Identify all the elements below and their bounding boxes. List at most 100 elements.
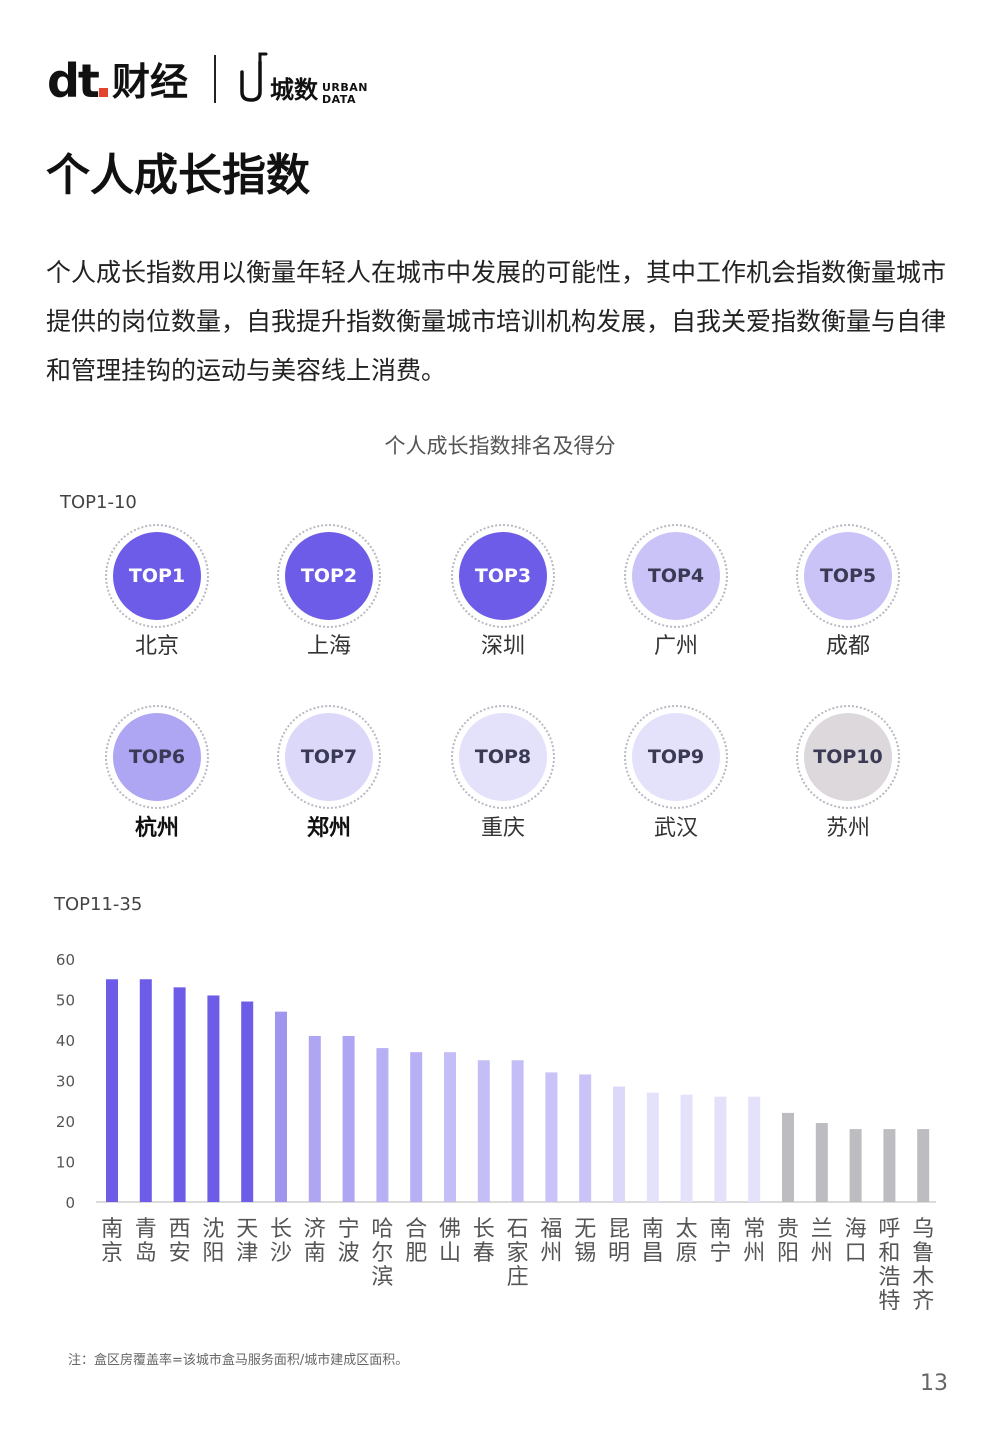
x-tick-label: 长春 bbox=[473, 1217, 495, 1266]
x-tick-label: 哈尔滨 bbox=[371, 1217, 393, 1290]
header-divider bbox=[214, 55, 216, 103]
rank-circle-9: TOP9 bbox=[624, 705, 728, 809]
rank-city-label: 深圳 bbox=[480, 634, 525, 659]
x-tick-label: 呼和浩特 bbox=[878, 1217, 900, 1314]
rank-city-label: 北京 bbox=[134, 634, 179, 659]
rank-city-label: 苏州 bbox=[825, 816, 870, 841]
bar-兰州 bbox=[815, 1123, 828, 1202]
y-tick-label: 60 bbox=[56, 951, 75, 969]
data-text: DATA bbox=[322, 93, 356, 106]
y-tick-label: 20 bbox=[56, 1113, 75, 1131]
x-tick-label: 青岛 bbox=[135, 1217, 157, 1266]
urban-text: URBAN bbox=[322, 81, 369, 94]
rank-circle-5: TOP5 bbox=[796, 524, 900, 628]
x-tick-label: 西安 bbox=[169, 1217, 191, 1266]
rank-badge-label: TOP9 bbox=[632, 713, 720, 801]
bar-长沙 bbox=[275, 1011, 287, 1202]
chengshu-logo-text: 城数 bbox=[270, 76, 318, 104]
bar-西安 bbox=[173, 987, 186, 1202]
rank-badge-label: TOP8 bbox=[459, 713, 547, 801]
rank-circle-7: TOP7 bbox=[277, 705, 381, 809]
x-tick-label: 合肥 bbox=[405, 1217, 427, 1266]
x-tick-label: 贵阳 bbox=[777, 1217, 799, 1266]
rank-badge-label: TOP5 bbox=[804, 532, 892, 620]
rank-badge-label: TOP10 bbox=[804, 713, 892, 801]
bar-常州 bbox=[748, 1096, 761, 1202]
rank-city-label: 杭州 bbox=[134, 816, 179, 841]
chart-title: 个人成长指数排名及得分 bbox=[384, 434, 616, 458]
bar-南宁 bbox=[714, 1096, 727, 1202]
page-title: 个人成长指数 bbox=[46, 150, 310, 201]
top1-10-label: TOP1-10 bbox=[60, 492, 137, 513]
urban-data-mark-icon bbox=[240, 52, 268, 102]
bar-青岛 bbox=[139, 979, 152, 1202]
rank-circle-10: TOP10 bbox=[796, 705, 900, 809]
bar-石家庄 bbox=[511, 1060, 524, 1202]
bar-济南 bbox=[308, 1035, 321, 1202]
bar-南京 bbox=[106, 979, 118, 1202]
bar-天津 bbox=[241, 1001, 254, 1202]
y-tick-label: 0 bbox=[65, 1194, 75, 1212]
x-tick-label: 太原 bbox=[676, 1217, 698, 1266]
x-tick-label: 昆明 bbox=[608, 1217, 630, 1266]
dt-logo: dt bbox=[47, 56, 108, 106]
bar-宁波 bbox=[342, 1035, 355, 1202]
rank-city-label: 上海 bbox=[306, 634, 351, 659]
bar-昆明 bbox=[613, 1086, 625, 1202]
y-tick-label: 50 bbox=[56, 992, 75, 1010]
rank-badge-label: TOP1 bbox=[113, 532, 201, 620]
x-tick-label: 宁波 bbox=[338, 1217, 360, 1266]
x-tick-label: 天津 bbox=[236, 1217, 258, 1266]
bar-长春 bbox=[477, 1060, 490, 1202]
bar-佛山 bbox=[444, 1052, 456, 1202]
dt-logo-dot bbox=[98, 88, 108, 97]
rank-circle-2: TOP2 bbox=[277, 524, 381, 628]
x-tick-label: 南宁 bbox=[709, 1217, 731, 1266]
bar-太原 bbox=[680, 1094, 693, 1202]
rank-circle-6: TOP6 bbox=[105, 705, 209, 809]
x-tick-label: 福州 bbox=[540, 1217, 562, 1266]
x-tick-label: 无锡 bbox=[574, 1217, 596, 1266]
page-number: 13 bbox=[920, 1371, 948, 1396]
rank-badge-label: TOP7 bbox=[285, 713, 373, 801]
bar-乌鲁木齐 bbox=[917, 1129, 930, 1202]
bar-chart: 60 50 40 30 20 10 0 南京青岛西安沈阳天津长沙济南宁波哈尔滨合肥佛山长春石家… bbox=[56, 951, 936, 1314]
bar-福州 bbox=[545, 1072, 558, 1202]
rank-badge-label: TOP4 bbox=[632, 532, 720, 620]
rank-badge-label: TOP6 bbox=[113, 713, 201, 801]
dt-logo-text: dt bbox=[47, 54, 100, 108]
footnote: 注：盒区房覆盖率=该城市盒马服务面积/城市建成区面积。 bbox=[68, 1353, 409, 1368]
x-tick-label: 南昌 bbox=[642, 1217, 664, 1266]
x-tick-label: 南京 bbox=[101, 1217, 123, 1266]
rank-city-label: 成都 bbox=[825, 634, 870, 659]
rank-circle-8: TOP8 bbox=[451, 705, 555, 809]
bar-无锡 bbox=[579, 1074, 592, 1202]
intro-paragraph: 个人成长指数用以衡量年轻人在城市中发展的可能性，其中工作机会指数衡量城市提供的岗… bbox=[46, 258, 947, 385]
x-tick-label: 乌鲁木齐 bbox=[912, 1217, 934, 1314]
x-tick-label: 济南 bbox=[304, 1217, 326, 1266]
x-tick-label: 佛山 bbox=[439, 1217, 461, 1266]
rank-badge-label: TOP3 bbox=[459, 532, 547, 620]
rank-city-label: 重庆 bbox=[480, 816, 525, 841]
rank-city-label: 郑州 bbox=[306, 816, 351, 841]
bar-沈阳 bbox=[207, 995, 220, 1202]
bar-海口 bbox=[849, 1129, 862, 1202]
y-tick-label: 10 bbox=[56, 1154, 75, 1172]
y-tick-label: 30 bbox=[56, 1073, 75, 1091]
rank-city-label: 广州 bbox=[653, 634, 698, 659]
urban-data-logo-text: URBAN DATA bbox=[322, 82, 368, 106]
rank-badge-label: TOP2 bbox=[285, 532, 373, 620]
x-tick-label: 石家庄 bbox=[507, 1217, 529, 1290]
rank-city-label: 武汉 bbox=[653, 816, 698, 841]
x-tick-label: 海口 bbox=[845, 1217, 867, 1266]
bar-呼和浩特 bbox=[883, 1129, 896, 1202]
rank-circle-4: TOP4 bbox=[624, 524, 728, 628]
x-tick-label: 常州 bbox=[743, 1217, 765, 1266]
y-tick-label: 40 bbox=[56, 1032, 75, 1050]
x-tick-label: 长沙 bbox=[270, 1217, 292, 1266]
rank-circle-3: TOP3 bbox=[451, 524, 555, 628]
bar-贵阳 bbox=[782, 1112, 794, 1202]
caijing-logo-text: 财经 bbox=[112, 60, 189, 104]
top11-35-label: TOP11-35 bbox=[54, 894, 143, 915]
bar-南昌 bbox=[646, 1092, 659, 1202]
